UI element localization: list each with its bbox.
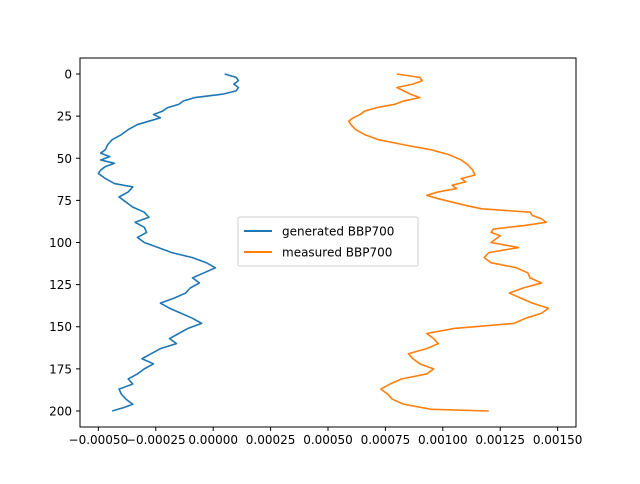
x-tick-label: −0.00025 (126, 433, 186, 447)
y-tick-label: 175 (49, 362, 72, 376)
y-tick-label: 150 (49, 320, 72, 334)
x-tick-label: 0.00100 (418, 433, 468, 447)
y-tick-label: 200 (49, 404, 72, 418)
y-tick-label: 100 (49, 236, 72, 250)
y-axis-ticks: 0 25 50 75 100 125 150 175 200 (49, 68, 80, 418)
x-tick-label: −0.00050 (69, 433, 129, 447)
y-tick-label: 0 (64, 68, 72, 82)
legend: generated BBP700 measured BBP700 (237, 216, 419, 267)
legend-label-generated: generated BBP700 (282, 225, 394, 239)
y-tick-label: 75 (57, 194, 72, 208)
legend-box (237, 216, 419, 267)
x-tick-label: 0.00075 (361, 433, 411, 447)
plot-frame (79, 57, 577, 428)
x-tick-label: 0.00000 (188, 433, 238, 447)
x-tick-label: 0.00050 (303, 433, 353, 447)
x-tick-label: 0.00025 (246, 433, 296, 447)
legend-label-measured: measured BBP700 (282, 246, 392, 260)
series-line-measured (347, 73, 550, 412)
y-tick-label: 50 (57, 152, 72, 166)
x-tick-label: 0.00150 (533, 433, 583, 447)
series-line-generated (97, 73, 240, 412)
y-tick-label: 25 (57, 110, 72, 124)
x-axis-ticks: −0.00050−0.00025 0.00000 0.00025 0.00050 0.0… (69, 427, 583, 447)
plot-lines (97, 73, 550, 412)
y-tick-label: 125 (49, 278, 72, 292)
x-tick-label: 0.00125 (475, 433, 525, 447)
